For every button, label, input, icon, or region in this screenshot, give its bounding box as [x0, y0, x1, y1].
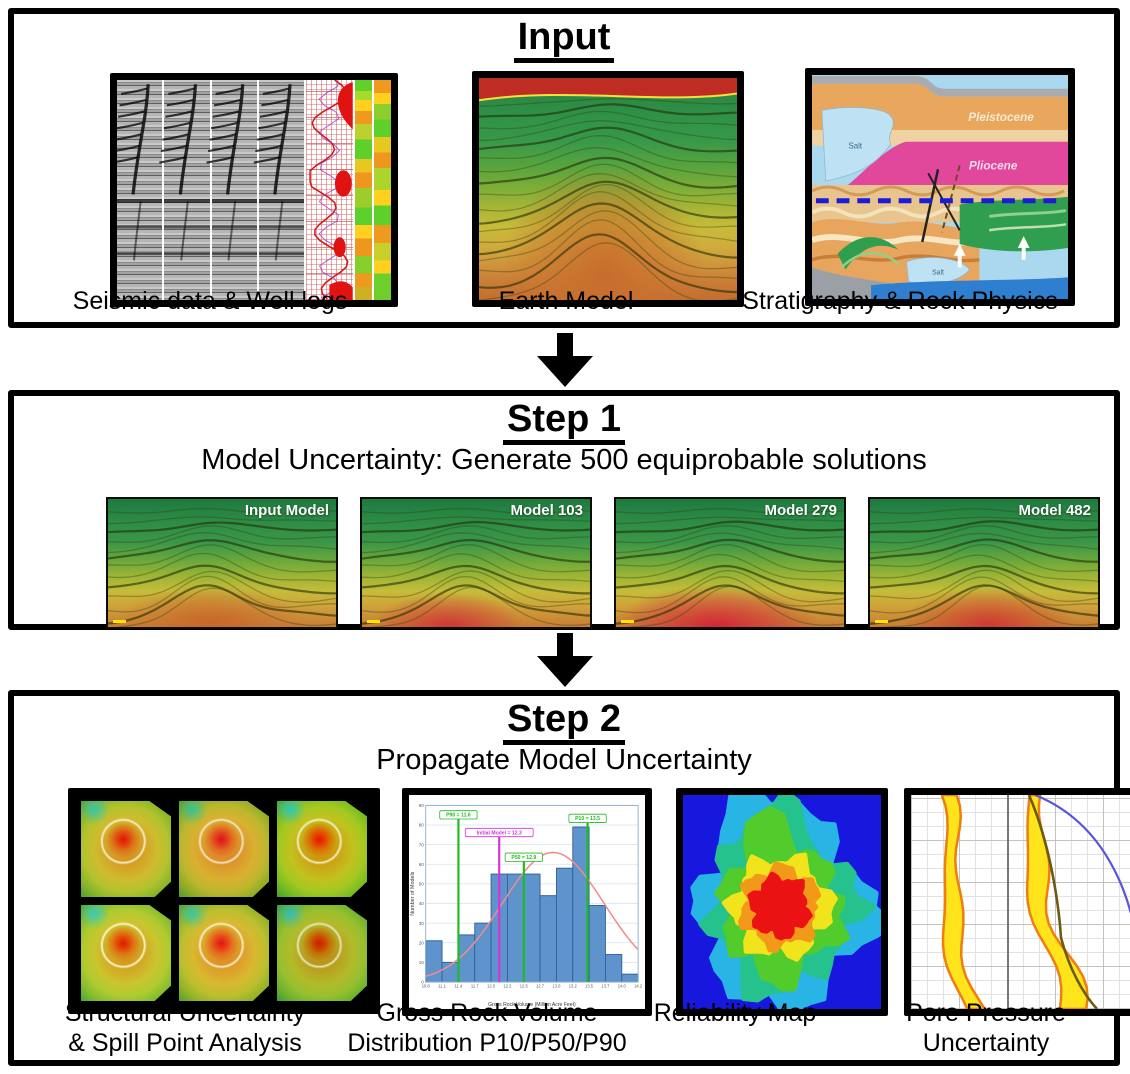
log-grid [306, 80, 353, 300]
seismic-traces [117, 80, 307, 300]
model-panel-103: Model 103 [360, 497, 592, 629]
stratigraphy-caption: Stratigraphy & Rock Physics [742, 287, 1058, 315]
reliability-map-panel [676, 788, 888, 1016]
step1-subtitle: Model Uncertainty: Generate 500 equiprob… [201, 444, 927, 476]
seismic-streaks [117, 84, 292, 261]
earth-model-layers [479, 78, 737, 300]
svg-text:10: 10 [419, 960, 424, 965]
earth-model-image [479, 78, 737, 300]
svg-text:70: 70 [419, 842, 424, 847]
down-arrow-icon [537, 333, 593, 387]
svg-text:60: 60 [419, 862, 424, 867]
svg-text:12.2: 12.2 [503, 984, 512, 989]
seismic-caption: Seismic data & Well logs [72, 287, 348, 315]
structure-map-tile [81, 905, 171, 1001]
stratigraphy-image: Pleistocene Pliocene Salt Salt [812, 75, 1068, 299]
grv-caption: Gross Rock Volume Distribution P10/P50/P… [347, 999, 627, 1057]
svg-text:10.8: 10.8 [422, 984, 431, 989]
svg-text:13.5: 13.5 [585, 984, 594, 989]
model-panel-input: Input Model [106, 497, 338, 629]
svg-text:P10 = 13.5: P10 = 13.5 [575, 816, 600, 822]
model-panel-482: Model 482 [868, 497, 1100, 629]
stratigraphy-panel: Pleistocene Pliocene Salt Salt [805, 68, 1075, 306]
earth-model-panel [472, 71, 744, 307]
structure-map-tile [277, 801, 367, 897]
svg-text:90: 90 [419, 803, 424, 808]
model-layers [870, 508, 1098, 627]
model-label: Model 103 [510, 502, 583, 519]
structure-map-tile [179, 905, 269, 1001]
model-label: Input Model [244, 502, 329, 519]
reliability-blob [690, 795, 881, 1009]
svg-text:30: 30 [419, 921, 424, 926]
pleistocene-label: Pleistocene [968, 110, 1034, 124]
structure-map-tile [179, 801, 269, 897]
svg-text:40: 40 [419, 901, 424, 906]
structural-caption: Structural Uncertainty & Spill Point Ana… [64, 999, 306, 1057]
step2-subtitle: Propagate Model Uncertainty [376, 744, 752, 776]
model-layers [616, 507, 844, 627]
log-curve [309, 80, 353, 300]
svg-text:14.2: 14.2 [634, 984, 643, 989]
svg-text:P90 = 11.6: P90 = 11.6 [446, 813, 471, 819]
salt-label-upper: Salt [849, 142, 863, 151]
grv-histogram-chart: 0 10 20 30 40 50 60 70 80 90 P90 = 11.6 Initial Mod… [409, 795, 645, 1009]
svg-text:P50 = 12.9: P50 = 12.9 [511, 855, 536, 861]
model-panel-279: Model 279 [614, 497, 846, 629]
svg-text:12.0: 12.0 [487, 984, 496, 989]
structure-map-tile [277, 905, 367, 1001]
scale-bar [875, 620, 888, 623]
svg-text:11.1: 11.1 [438, 984, 446, 989]
svg-text:0: 0 [421, 980, 424, 985]
seismic-well-logs-panel [110, 73, 398, 307]
svg-text:Initial Model = 12.3: Initial Model = 12.3 [477, 830, 522, 836]
svg-text:50: 50 [419, 881, 424, 886]
scale-bar [621, 620, 634, 623]
model-layers [108, 507, 336, 627]
structure-map-grid [81, 801, 367, 1001]
stratigraphy-cartoon: Pleistocene Pliocene Salt Salt [812, 75, 1068, 299]
grv-histogram-panel: 0 10 20 30 40 50 60 70 80 90 P90 = 11.6 Initial Mod… [402, 788, 652, 1016]
svg-text:Gross Rock Volume (Million Acr: Gross Rock Volume (Million Acre Feet) [488, 1002, 576, 1008]
svg-text:20: 20 [419, 940, 424, 945]
model-label: Model 279 [764, 502, 837, 519]
svg-text:13.0: 13.0 [552, 984, 561, 989]
pore-pressure-curves [940, 795, 1130, 1009]
input-title: Input [14, 16, 1114, 64]
lithology-strip [352, 80, 391, 300]
model-layers [362, 507, 590, 627]
svg-text:14.0: 14.0 [618, 984, 627, 989]
step2-title: Step 2 [14, 698, 1114, 746]
structural-uncertainty-panel [68, 788, 380, 1014]
svg-text:11.4: 11.4 [455, 984, 463, 989]
pore-pressure-panel [904, 788, 1130, 1016]
svg-text:80: 80 [419, 823, 424, 828]
structure-map-tile [81, 801, 171, 897]
svg-text:Number of Models: Number of Models [410, 871, 416, 915]
svg-text:12.5: 12.5 [520, 984, 529, 989]
model-label: Model 482 [1018, 502, 1091, 519]
svg-text:12.7: 12.7 [536, 984, 545, 989]
svg-text:13.2: 13.2 [569, 984, 578, 989]
svg-text:11.7: 11.7 [471, 984, 479, 989]
scale-bar [113, 620, 126, 623]
earth-model-caption: Earth Model [498, 287, 634, 315]
step1-title: Step 1 [14, 398, 1114, 446]
seismic-image [117, 80, 391, 300]
well-log-column [306, 80, 391, 300]
svg-text:13.7: 13.7 [601, 984, 610, 989]
salt-label-lower: Salt [932, 269, 944, 276]
pore-caption: Pore Pressure Uncertainty [906, 999, 1066, 1057]
scale-bar [367, 620, 380, 623]
down-arrow-icon [537, 633, 593, 687]
pliocene-label: Pliocene [969, 158, 1018, 172]
reliability-caption: Reliability Map [653, 999, 817, 1027]
